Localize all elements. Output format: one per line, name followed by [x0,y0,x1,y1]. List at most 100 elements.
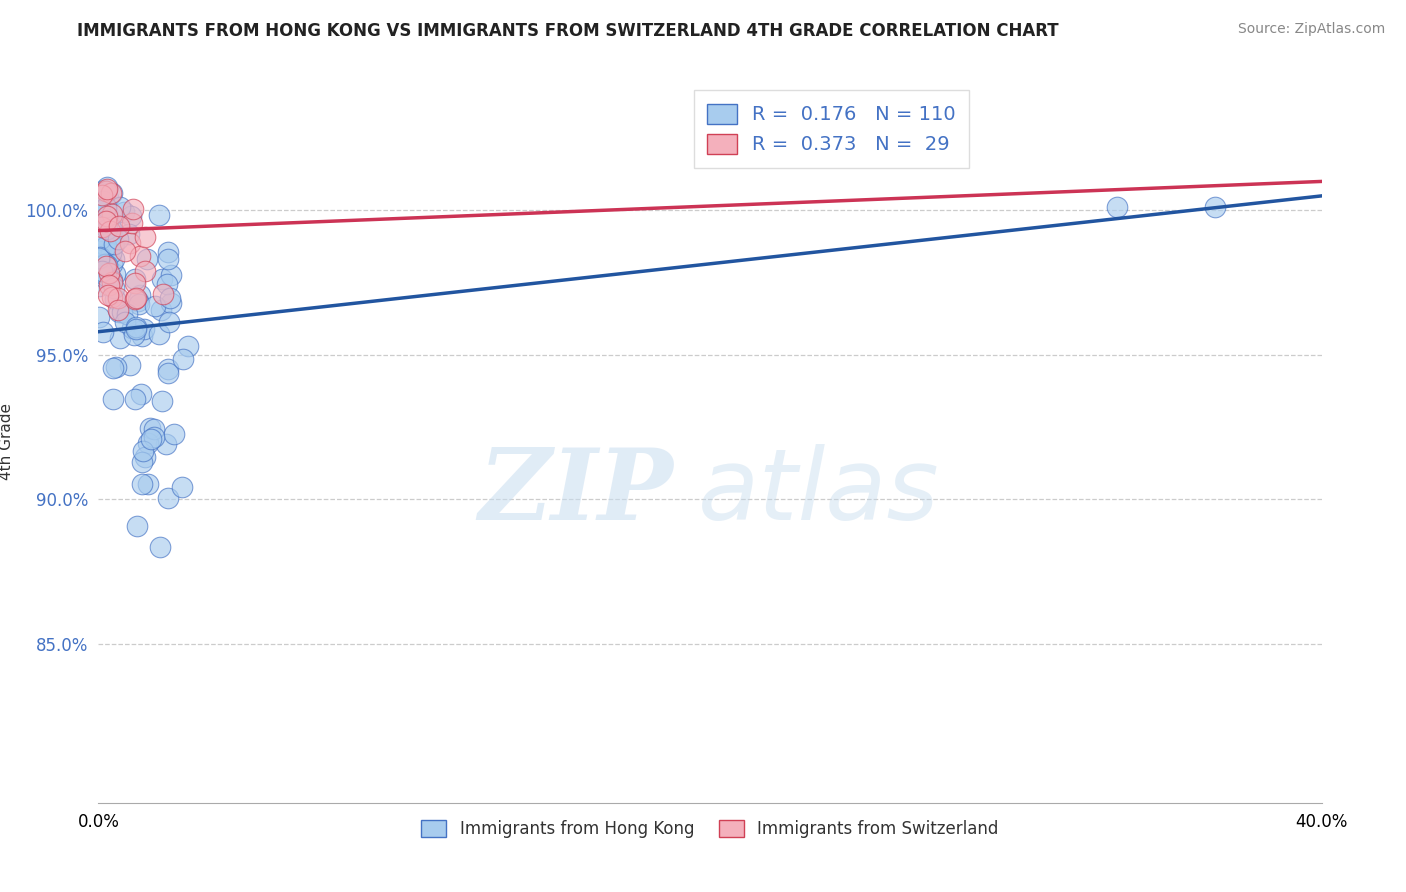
Point [170,480,193,494]
Point [98,224,121,238]
Point [127,519,149,533]
Point [103,252,125,266]
Point [98,217,121,231]
Point [101,223,124,237]
Point [156,366,179,380]
Point [96,209,118,223]
Point [94,257,117,271]
Point [122,202,145,216]
Text: Source: ZipAtlas.com: Source: ZipAtlas.com [1237,22,1385,37]
Point [90,188,112,202]
Point [118,235,141,250]
Point [90,211,112,225]
Point [143,429,166,443]
Point [89,231,111,245]
Point [157,315,180,329]
Point [124,292,146,306]
Point [124,272,146,286]
Point [172,351,194,366]
Point [125,321,148,335]
Point [148,208,170,222]
Point [89,279,111,293]
Point [103,281,125,295]
Point [94,200,117,214]
Point [96,180,118,194]
Point [120,358,142,372]
Point [139,421,162,435]
Point [136,436,159,450]
Point [89,244,111,259]
Point [122,327,145,342]
Point [100,257,122,271]
Point [1204,201,1226,215]
Point [103,361,125,376]
Point [159,268,181,282]
Point [129,249,152,263]
Point [136,252,159,267]
Point [114,244,136,259]
Point [1105,201,1128,215]
Point [98,270,121,285]
Point [107,304,129,318]
Point [97,208,120,222]
Point [121,321,143,335]
Point [107,232,129,246]
Point [131,444,153,458]
Point [145,300,167,314]
Point [101,290,124,304]
Point [156,252,179,266]
Point [90,195,112,210]
Point [93,270,115,285]
Point [136,477,159,491]
Point [128,297,150,311]
Text: ZIP: ZIP [478,444,673,541]
Point [100,186,122,200]
Point [91,220,114,235]
Point [127,293,149,308]
Point [96,258,118,272]
Point [100,246,122,260]
Point [101,186,124,200]
Point [101,238,124,252]
Point [143,422,166,436]
Point [104,360,127,375]
Point [156,491,179,505]
Point [101,273,124,287]
Point [149,540,172,554]
Point [101,392,124,406]
Point [160,296,183,310]
Point [124,320,146,334]
Point [104,292,127,306]
Point [111,305,134,319]
Point [93,186,115,201]
Text: IMMIGRANTS FROM HONG KONG VS IMMIGRANTS FROM SWITZERLAND 4TH GRADE CORRELATION C: IMMIGRANTS FROM HONG KONG VS IMMIGRANTS … [77,22,1059,40]
Point [97,288,120,302]
Point [108,331,131,345]
Point [104,267,127,281]
Point [141,432,163,446]
Point [91,252,114,266]
Point [117,307,139,321]
Point [103,237,125,252]
Point [91,325,114,339]
Point [162,426,184,441]
Legend: Immigrants from Hong Kong, Immigrants from Switzerland: Immigrants from Hong Kong, Immigrants fr… [415,814,1005,845]
Point [101,275,124,289]
Point [93,183,115,197]
Point [90,247,112,261]
Point [97,213,120,227]
Point [134,450,156,465]
Point [89,250,111,264]
Point [94,202,117,217]
Point [120,209,142,223]
Point [96,239,118,253]
Point [124,276,146,290]
Point [96,222,118,236]
Point [159,291,181,305]
Point [89,189,111,203]
Point [89,310,111,325]
Point [128,288,150,302]
Point [124,392,146,407]
Point [96,182,118,196]
Point [129,387,152,401]
